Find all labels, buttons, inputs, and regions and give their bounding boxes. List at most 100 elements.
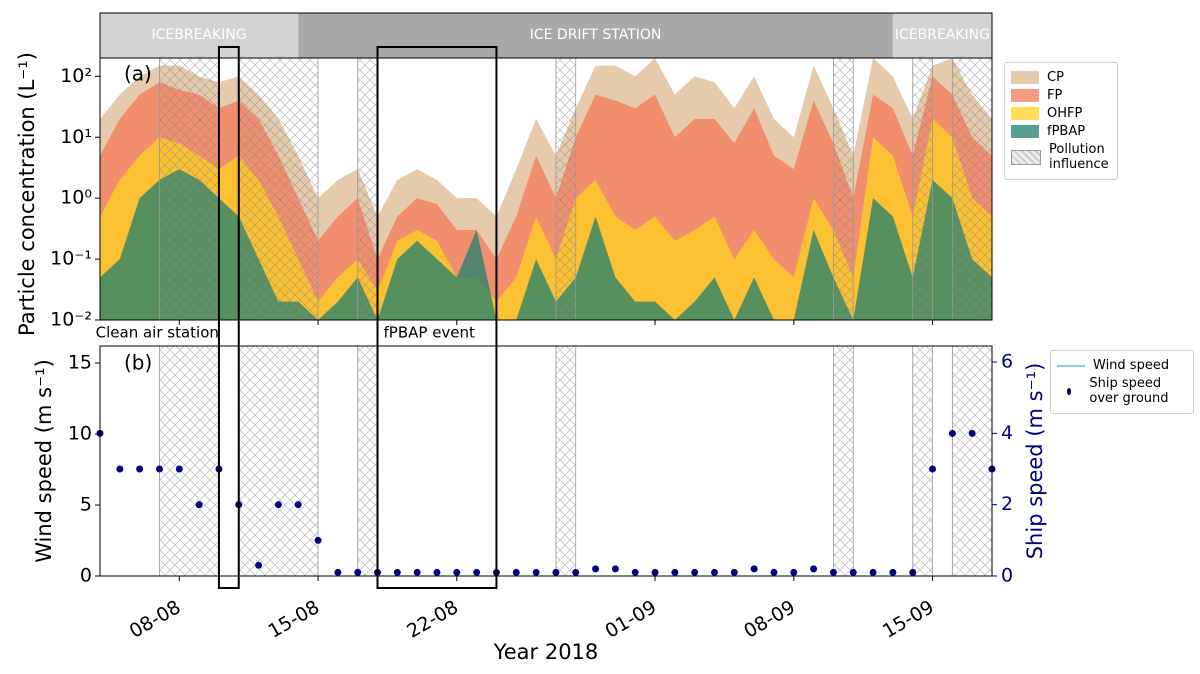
y-tick-label: 0	[1001, 565, 1013, 587]
legend-label: OHFP	[1047, 106, 1083, 121]
ship-point	[532, 568, 540, 576]
ship-point	[393, 568, 401, 576]
pollution-interval	[159, 57, 220, 321]
ship-point	[473, 568, 481, 576]
ship-point	[274, 501, 282, 509]
annotation-box	[217, 46, 240, 589]
ship-point	[929, 465, 937, 473]
ship-point	[175, 465, 183, 473]
legend-entry: OHFP	[1011, 106, 1111, 121]
legend-swatch	[1067, 387, 1072, 395]
legend-label: fPBAP	[1047, 124, 1086, 139]
ship-point	[651, 568, 659, 576]
ship-point	[948, 429, 956, 437]
pollution-interval	[159, 345, 220, 577]
y-tick-label: 4	[1001, 422, 1013, 444]
legend: CP FP OHFP fPBAP Pollution influence	[1004, 62, 1118, 180]
ship-point	[433, 568, 441, 576]
ship-point	[730, 568, 738, 576]
area	[100, 118, 992, 320]
pollution-interval	[238, 57, 319, 321]
ship-point	[611, 565, 619, 573]
header-band	[298, 13, 893, 58]
x-tick-label: 08-09	[740, 596, 799, 643]
ship-point	[136, 465, 144, 473]
ship-point	[334, 568, 342, 576]
header-band	[100, 13, 299, 58]
legend-entry: Ship speed over ground	[1057, 376, 1187, 406]
ship-point	[512, 568, 520, 576]
ship-point	[869, 568, 877, 576]
pollution-interval	[238, 345, 319, 577]
legend: Wind speed Ship speed over ground	[1050, 350, 1194, 414]
ship-point	[968, 429, 976, 437]
x-axis-title: Year 2018	[493, 640, 599, 664]
ship-point	[294, 501, 302, 509]
ship-point	[314, 536, 322, 544]
legend-label: CP	[1047, 70, 1064, 85]
legend-swatch	[1011, 89, 1039, 102]
ship-point	[453, 568, 461, 576]
y-axis-title: Particle concentration (L⁻¹)	[15, 52, 39, 336]
legend-swatch	[1011, 125, 1039, 138]
ship-point	[572, 568, 580, 576]
y-tick-label: 0	[80, 565, 92, 587]
legend-label: Wind speed	[1093, 358, 1170, 373]
y-tick-label: 10⁰	[60, 187, 92, 209]
x-tick-label: 22-08	[403, 596, 462, 643]
ship-point	[810, 565, 818, 573]
ship-point	[671, 568, 679, 576]
y-axis-title: Wind speed (m s⁻¹)	[32, 359, 56, 563]
header-band	[892, 13, 992, 58]
y-tick-label: 6	[1001, 351, 1013, 373]
band-label: ICEBREAKING	[152, 27, 247, 43]
legend-swatch	[1057, 364, 1085, 367]
ship-point	[255, 561, 263, 569]
annotation-label: Clean air station	[96, 324, 219, 342]
pollution-interval	[912, 345, 933, 577]
y-tick-label: 2	[1001, 493, 1013, 515]
y-tick-label: 10⁻²	[50, 309, 92, 331]
ship-point	[750, 565, 758, 573]
frame	[99, 12, 993, 321]
ship-point	[552, 568, 560, 576]
ship-point	[909, 568, 917, 576]
ship-point	[770, 568, 778, 576]
ship-point	[829, 568, 837, 576]
y-tick-label: 10²	[60, 65, 92, 87]
ship-point	[592, 565, 600, 573]
y-tick-label: 15	[68, 352, 92, 374]
ship-point	[710, 568, 718, 576]
pollution-interval	[912, 57, 933, 321]
legend-label: Ship speed over ground	[1089, 376, 1169, 406]
frame	[99, 345, 993, 577]
x-tick-label: 08-08	[126, 596, 185, 643]
y-tick-label: 10¹	[60, 126, 92, 148]
annotation-label: fPBAP event	[384, 324, 476, 342]
annotation-box	[376, 46, 498, 589]
legend-entry: CP	[1011, 70, 1111, 85]
legend-entry: FP	[1011, 88, 1111, 103]
ship-point	[354, 568, 362, 576]
x-tick-label: 15-09	[879, 596, 938, 643]
legend-entry: Pollution influence	[1011, 142, 1111, 172]
band-label: ICEBREAKING	[895, 27, 990, 43]
ship-point	[413, 568, 421, 576]
pollution-interval	[833, 57, 854, 321]
legend-swatch	[1011, 107, 1039, 120]
pollution-interval	[951, 57, 993, 321]
ship-point	[889, 568, 897, 576]
pollution-interval	[951, 345, 993, 577]
ship-point	[790, 568, 798, 576]
y-tick-label: 5	[80, 494, 92, 516]
ship-point	[155, 465, 163, 473]
legend-label: FP	[1047, 88, 1063, 103]
y2-axis-title: Ship speed (m s⁻¹)	[1023, 363, 1047, 560]
ship-point	[691, 568, 699, 576]
pollution-interval	[357, 57, 378, 321]
panel-label: (b)	[124, 351, 152, 375]
y-tick-label: 10⁻¹	[50, 248, 92, 270]
pollution-interval	[555, 345, 577, 577]
